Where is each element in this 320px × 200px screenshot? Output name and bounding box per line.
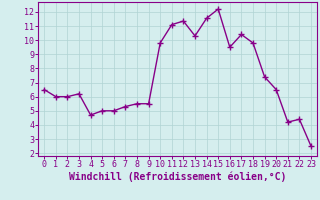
X-axis label: Windchill (Refroidissement éolien,°C): Windchill (Refroidissement éolien,°C) xyxy=(69,172,286,182)
